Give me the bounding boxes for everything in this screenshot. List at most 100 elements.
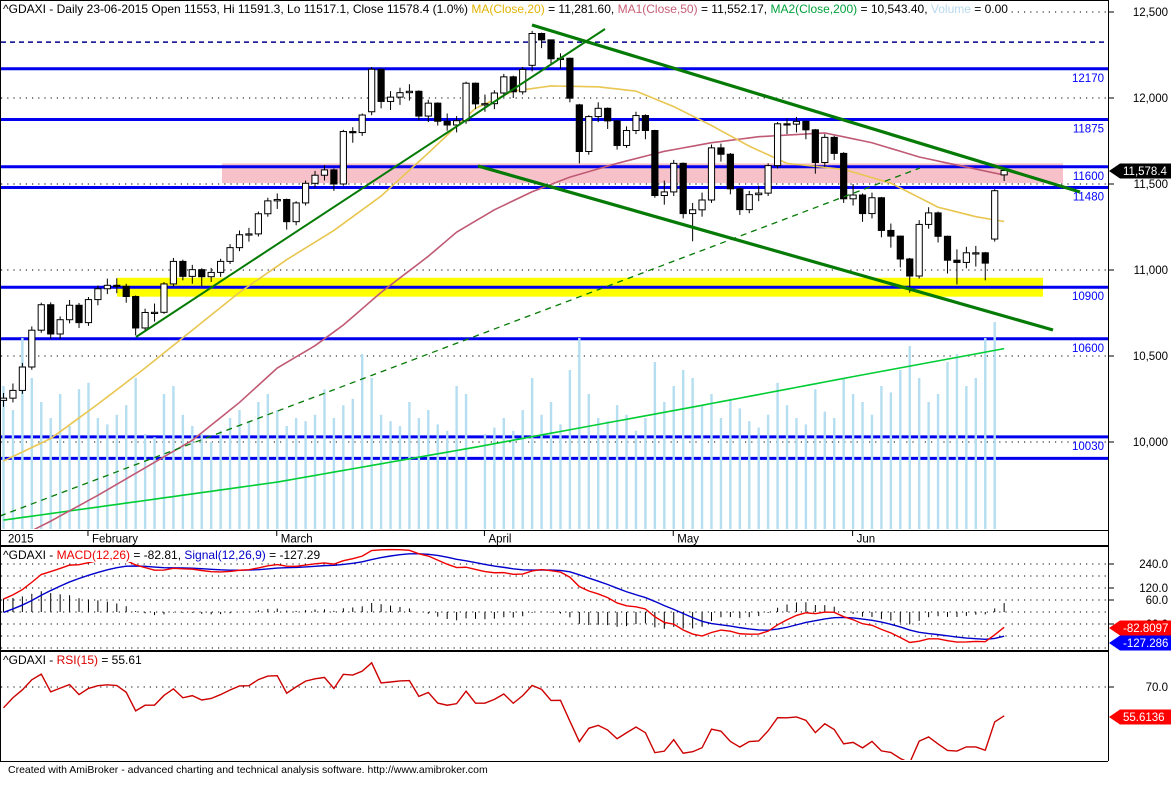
volume-bar: [276, 410, 279, 529]
last-value-callout: [1109, 635, 1171, 651]
month-label: May: [677, 534, 699, 546]
last-value-callout: [1109, 620, 1171, 636]
last-value-callouts: 11,578.4 -82.8097 -127.286 55.6136: [1109, 163, 1171, 725]
panel-titles: ^GDAXI - Daily 23-06-2015 Open 11553, Hi…: [1, 2, 1011, 667]
price-level-label: 10600: [1072, 343, 1104, 355]
candle-up: [386, 96, 395, 102]
volume-bar: [823, 411, 826, 529]
candle-up: [821, 136, 829, 163]
volume-bar: [587, 394, 590, 529]
rsi-panel: 70.0: [1, 661, 1168, 760]
candle-up: [585, 116, 593, 152]
rsi-panel-title: ^GDAXI - RSI(15) = 55.61: [3, 653, 142, 667]
candle-down: [283, 198, 291, 223]
volume-bar: [578, 338, 581, 529]
candle-up: [528, 33, 536, 66]
volume-bar: [361, 354, 364, 529]
candle-down: [887, 229, 895, 237]
candle-down: [858, 194, 867, 215]
volume-bar: [681, 370, 685, 529]
candle-up: [226, 247, 234, 262]
candle-up: [632, 115, 640, 132]
volume-bar: [58, 394, 62, 529]
volume-bar: [927, 402, 930, 529]
last-value-callout-text: 11,578.4: [1123, 166, 1168, 178]
candle-down: [415, 90, 423, 117]
volume-bar: [323, 389, 326, 529]
rsi-line: [2, 661, 1005, 760]
candle-up: [868, 197, 876, 215]
volume-bar: [351, 398, 354, 529]
volume-bar: [512, 430, 515, 529]
candle-down: [509, 76, 517, 93]
volume-bar: [710, 394, 713, 529]
volume-bar: [889, 392, 893, 529]
candle-up: [339, 131, 347, 185]
volume-bar: [342, 405, 345, 529]
volume-bar: [851, 394, 855, 529]
candle-up: [453, 120, 461, 126]
candle-up: [141, 311, 149, 329]
price-level-label: 10030: [1072, 441, 1104, 453]
volume-bar: [162, 394, 166, 529]
signal-line: [3, 553, 1005, 641]
volume-bar: [106, 424, 109, 529]
volume-bar: [436, 424, 439, 529]
volume-bar: [833, 418, 836, 529]
volume-bar: [729, 398, 732, 529]
candle-up: [670, 162, 678, 193]
candle-down: [783, 123, 791, 126]
volume-bar: [549, 402, 553, 529]
price-level-label: 11600: [1073, 171, 1104, 183]
volume-bar: [955, 354, 959, 529]
panel-borders: [0, 0, 1109, 762]
volume-bar: [559, 424, 562, 529]
candle-down: [537, 33, 546, 41]
candle-up: [745, 194, 753, 211]
volume-bar: [172, 386, 175, 529]
candle-up: [18, 366, 26, 391]
month-label: February: [92, 534, 138, 546]
volume-bar: [483, 434, 487, 529]
candle-down: [575, 104, 583, 152]
candle-down: [330, 169, 338, 185]
volume-bars: [2, 322, 996, 529]
candle-down: [47, 304, 55, 335]
volume-bar: [984, 338, 987, 529]
candle-up: [698, 199, 706, 211]
uptrend-line: [135, 28, 606, 338]
candle-up: [849, 194, 857, 200]
ma50-line: [33, 132, 1005, 529]
candle-down: [953, 259, 961, 263]
candle-up: [773, 123, 782, 167]
candle-up: [9, 389, 17, 399]
candle-down: [802, 120, 810, 131]
volume-bar: [68, 426, 71, 529]
ma200-line: [3, 347, 1005, 521]
volume-bar: [899, 370, 902, 529]
volume-bar: [389, 421, 392, 529]
price-level-label: 11875: [1073, 124, 1104, 136]
macd-lines: [3, 548, 1005, 644]
volume-bar: [191, 426, 194, 529]
candle-up: [500, 76, 508, 94]
rsi-panel-title-bg: [1, 653, 201, 667]
volume-bar: [143, 434, 147, 529]
resistance-zone: [222, 163, 1063, 184]
price-level-label: 10900: [1072, 291, 1104, 303]
price-axis-label: 12,500: [1133, 7, 1168, 19]
volume-bar: [238, 410, 241, 529]
month-label: April: [488, 534, 511, 546]
dashed-trend-line: [1, 167, 921, 517]
volume-bar: [77, 389, 81, 529]
volume-bar: [908, 346, 911, 529]
horizontal-price-lines: [1, 41, 1108, 460]
volume-bar: [748, 421, 751, 529]
candlestick-series: [1, 30, 1008, 407]
price-axis-label: 10,500: [1133, 351, 1168, 363]
rsi-line-group: [2, 661, 1005, 760]
candle-up: [755, 192, 763, 196]
